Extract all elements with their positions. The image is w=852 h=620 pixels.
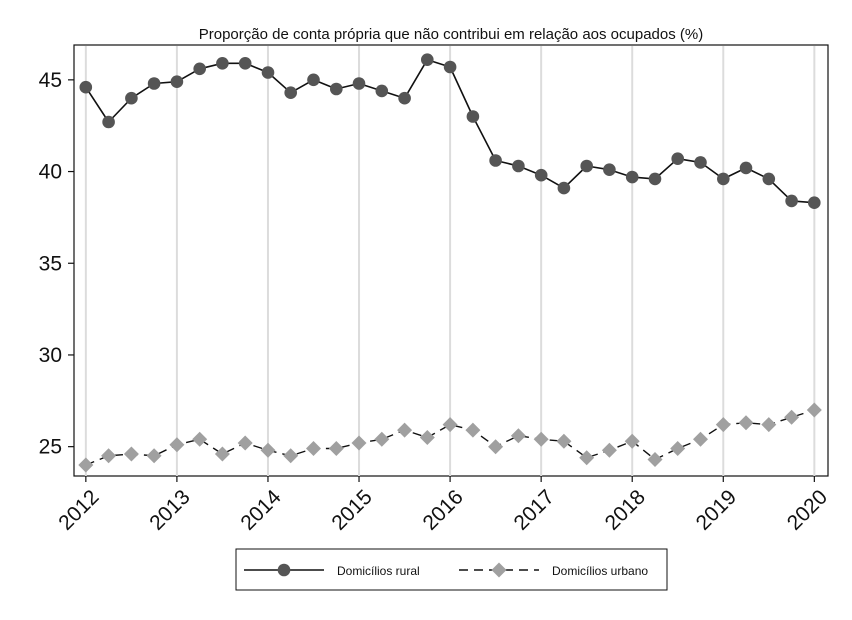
data-point-domicilios-rural (466, 110, 480, 123)
data-point-domicilios-urbano (488, 439, 504, 455)
data-point-domicilios-urbano (624, 433, 640, 449)
data-point-domicilios-rural (421, 53, 434, 66)
data-point-domicilios-urbano (670, 441, 686, 456)
data-point-domicilios-urbano (374, 431, 390, 447)
data-point-domicilios-urbano (715, 417, 731, 433)
data-point-domicilios-urbano (260, 442, 276, 458)
data-point-domicilios-urbano (761, 417, 777, 433)
data-point-domicilios-urbano (237, 435, 253, 451)
legend-marker-urbano (491, 562, 507, 578)
x-tick-label: 2012 (54, 485, 103, 534)
data-point-domicilios-rural (307, 73, 320, 87)
data-point-domicilios-urbano (328, 441, 344, 456)
data-point-domicilios-urbano (784, 409, 800, 425)
data-point-domicilios-rural (489, 154, 502, 167)
data-point-domicilios-rural (193, 62, 206, 76)
x-tick-label: 2013 (145, 485, 194, 534)
x-tick-label: 2017 (510, 485, 559, 534)
data-point-domicilios-rural (648, 172, 662, 186)
data-point-domicilios-rural (739, 161, 753, 175)
data-point-domicilios-urbano (806, 402, 822, 418)
data-point-domicilios-rural (170, 75, 184, 88)
data-point-domicilios-rural (284, 86, 298, 99)
data-point-domicilios-urbano (419, 430, 435, 445)
data-point-domicilios-rural (717, 172, 730, 186)
data-point-domicilios-rural (580, 159, 593, 173)
data-point-domicilios-urbano (738, 415, 754, 431)
data-point-domicilios-urbano (351, 435, 367, 451)
data-point-domicilios-rural (375, 84, 389, 98)
data-point-domicilios-rural (398, 91, 411, 105)
data-point-domicilios-rural (671, 152, 684, 165)
data-point-domicilios-urbano (192, 431, 208, 447)
data-point-domicilios-urbano (647, 452, 663, 467)
data-point-domicilios-urbano (397, 422, 413, 438)
data-point-domicilios-urbano (442, 417, 458, 433)
data-point-domicilios-urbano (214, 446, 230, 462)
data-point-domicilios-rural (352, 77, 366, 90)
y-tick-label: 35 (39, 252, 62, 275)
series-layer (78, 53, 822, 473)
data-point-domicilios-rural (625, 170, 639, 184)
data-point-domicilios-urbano (169, 437, 185, 453)
legend: Domicílios rural Domicílios urbano (235, 548, 668, 591)
data-point-domicilios-rural (330, 82, 343, 96)
data-point-domicilios-urbano (123, 446, 139, 462)
legend-label-urbano: Domicílios urbano (552, 564, 648, 578)
legend-marker-rural (277, 563, 291, 577)
x-tick-label: 2016 (419, 485, 468, 534)
data-point-domicilios-urbano (306, 441, 321, 456)
x-tick-label: 2019 (692, 485, 741, 534)
data-point-domicilios-rural (694, 156, 707, 169)
data-point-domicilios-rural (102, 115, 115, 129)
data-point-domicilios-rural (125, 91, 138, 105)
y-tick-label: 40 (39, 161, 62, 184)
x-tick-label: 2020 (783, 485, 832, 534)
data-point-domicilios-rural (762, 172, 776, 186)
x-tick-label: 2014 (236, 485, 286, 535)
legend-label-rural: Domicílios rural (337, 564, 420, 578)
x-tick-label: 2015 (327, 485, 376, 534)
data-point-domicilios-rural (557, 181, 571, 195)
series-line-domicilios-urbano (85, 409, 815, 466)
data-point-domicilios-urbano (693, 431, 708, 447)
data-point-domicilios-urbano (465, 422, 481, 438)
data-point-domicilios-rural (785, 194, 798, 208)
chart-title: Proporção de conta própria que não contr… (199, 26, 703, 43)
data-point-domicilios-urbano (579, 450, 595, 466)
data-point-domicilios-urbano (101, 448, 117, 464)
data-point-domicilios-urbano (510, 428, 526, 444)
data-point-domicilios-rural (534, 168, 548, 182)
data-point-domicilios-rural (808, 196, 821, 209)
y-tick-label: 30 (39, 344, 62, 367)
data-point-domicilios-urbano (78, 457, 94, 473)
data-point-domicilios-rural (603, 163, 616, 176)
y-tick-label: 25 (39, 436, 62, 459)
data-point-domicilios-urbano (533, 431, 549, 447)
x-tick-label: 2018 (601, 485, 650, 534)
data-point-domicilios-urbano (556, 433, 572, 449)
data-point-domicilios-urbano (601, 442, 617, 458)
data-point-domicilios-rural (216, 57, 229, 70)
data-point-domicilios-rural (512, 159, 525, 173)
y-tick-label: 45 (39, 69, 62, 92)
data-point-domicilios-rural (238, 57, 252, 70)
data-point-domicilios-rural (443, 60, 457, 74)
data-point-domicilios-urbano (146, 448, 162, 464)
data-point-domicilios-rural (147, 77, 161, 90)
data-point-domicilios-rural (79, 80, 93, 94)
data-point-domicilios-rural (261, 66, 275, 79)
data-point-domicilios-urbano (283, 448, 299, 464)
